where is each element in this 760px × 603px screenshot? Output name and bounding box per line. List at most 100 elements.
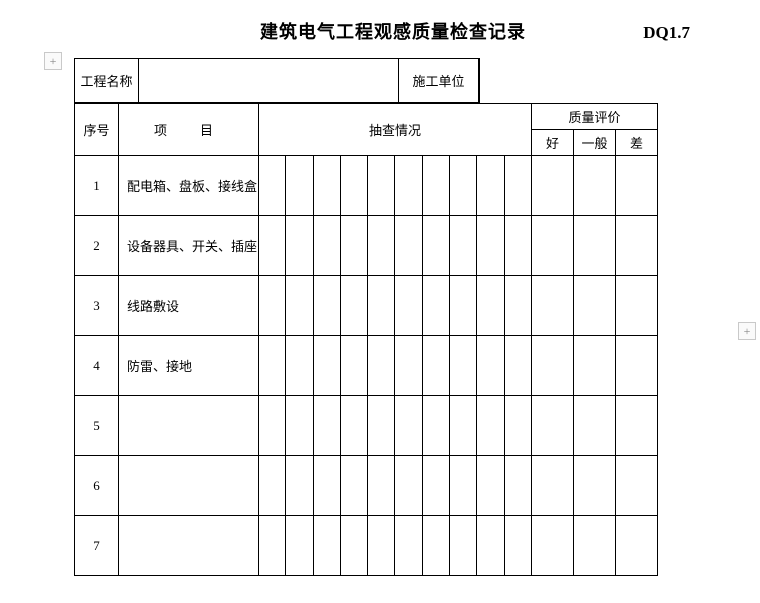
check-cell <box>286 516 313 576</box>
col-seq-head: 序号 <box>75 104 119 156</box>
check-cell <box>286 456 313 516</box>
check-cell <box>450 216 477 276</box>
eval-cell <box>532 516 574 576</box>
drag-handle-left[interactable]: + <box>44 52 62 70</box>
check-cell <box>477 336 504 396</box>
check-cell <box>422 396 449 456</box>
check-cell <box>504 456 531 516</box>
check-cell <box>259 396 286 456</box>
eval-cell <box>574 456 616 516</box>
check-cell <box>395 336 422 396</box>
item-cell: 线路敷设 <box>119 276 259 336</box>
eval-cell <box>574 276 616 336</box>
eval-cell <box>532 276 574 336</box>
check-cell <box>368 456 395 516</box>
check-cell <box>313 216 340 276</box>
check-cell <box>259 156 286 216</box>
check-cell <box>395 276 422 336</box>
check-cell <box>340 396 367 456</box>
check-cell <box>340 276 367 336</box>
check-cell <box>259 336 286 396</box>
table-row: 3线路敷设 <box>75 276 658 336</box>
check-cell <box>450 336 477 396</box>
check-cell <box>395 216 422 276</box>
check-cell <box>477 456 504 516</box>
check-cell <box>259 456 286 516</box>
check-cell <box>477 516 504 576</box>
check-cell <box>504 276 531 336</box>
check-cell <box>313 456 340 516</box>
eval-cell <box>532 396 574 456</box>
item-cell <box>119 516 259 576</box>
check-cell <box>368 156 395 216</box>
item-cell <box>119 456 259 516</box>
check-cell <box>450 156 477 216</box>
page-title: 建筑电气工程观感质量检查记录 <box>260 18 526 44</box>
seq-cell: 6 <box>75 456 119 516</box>
table-row: 2设备器具、开关、插座 <box>75 216 658 276</box>
col-check-head: 抽查情况 <box>259 104 532 156</box>
col-good-head: 好 <box>532 130 574 156</box>
check-cell <box>286 156 313 216</box>
check-cell <box>313 396 340 456</box>
check-cell <box>422 156 449 216</box>
check-cell <box>340 156 367 216</box>
drag-handle-right[interactable]: + <box>738 322 756 340</box>
check-cell <box>340 516 367 576</box>
eval-cell <box>616 216 658 276</box>
check-cell <box>340 456 367 516</box>
check-cell <box>450 516 477 576</box>
eval-cell <box>616 336 658 396</box>
item-cell: 防雷、接地 <box>119 336 259 396</box>
item-head-label: 项 目 <box>154 123 223 138</box>
main-table: 序号 项 目 抽查情况 质量评价 好 一般 差 1配电箱、盘板、接线盒2设备器具… <box>74 103 658 576</box>
check-cell <box>286 276 313 336</box>
check-cell <box>477 396 504 456</box>
seq-cell: 7 <box>75 516 119 576</box>
contractor-value <box>479 59 480 103</box>
col-bad-head: 差 <box>616 130 658 156</box>
eval-cell <box>616 396 658 456</box>
check-cell <box>422 456 449 516</box>
check-cell <box>368 276 395 336</box>
check-cell <box>450 396 477 456</box>
check-cell <box>422 276 449 336</box>
eval-cell <box>616 276 658 336</box>
check-cell <box>395 516 422 576</box>
check-cell <box>504 336 531 396</box>
eval-cell <box>574 516 616 576</box>
seq-cell: 1 <box>75 156 119 216</box>
table-row: 5 <box>75 396 658 456</box>
check-cell <box>259 276 286 336</box>
eval-cell <box>616 156 658 216</box>
check-cell <box>422 516 449 576</box>
check-cell <box>395 156 422 216</box>
check-cell <box>368 516 395 576</box>
seq-cell: 5 <box>75 396 119 456</box>
check-cell <box>368 396 395 456</box>
check-cell <box>504 216 531 276</box>
check-cell <box>477 156 504 216</box>
check-cell <box>395 396 422 456</box>
eval-cell <box>574 396 616 456</box>
form-code: DQ1.7 <box>643 23 690 43</box>
eval-cell <box>532 216 574 276</box>
eval-cell <box>532 156 574 216</box>
check-cell <box>259 516 286 576</box>
check-cell <box>504 156 531 216</box>
check-cell <box>368 216 395 276</box>
seq-cell: 3 <box>75 276 119 336</box>
eval-cell <box>532 336 574 396</box>
check-cell <box>395 456 422 516</box>
eval-cell <box>532 456 574 516</box>
check-cell <box>422 336 449 396</box>
info-row: 工程名称 施工单位 <box>75 59 480 103</box>
check-cell <box>286 396 313 456</box>
check-cell <box>422 216 449 276</box>
item-cell: 配电箱、盘板、接线盒 <box>119 156 259 216</box>
check-cell <box>477 216 504 276</box>
contractor-label: 施工单位 <box>399 59 479 103</box>
seq-cell: 4 <box>75 336 119 396</box>
check-cell <box>504 516 531 576</box>
check-cell <box>450 456 477 516</box>
